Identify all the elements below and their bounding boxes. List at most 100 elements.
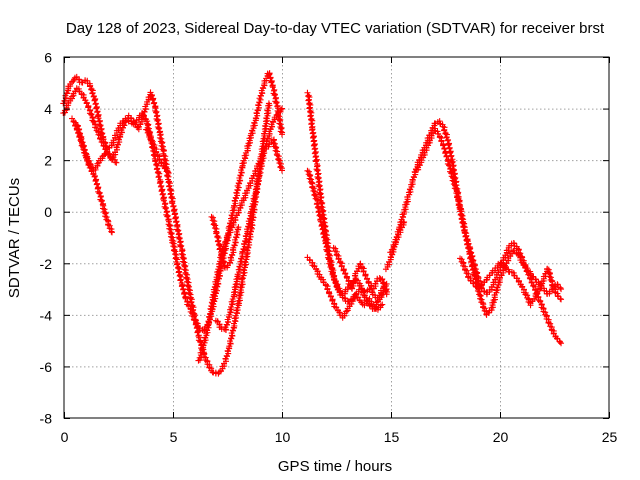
data-point [158, 142, 165, 149]
data-point [172, 215, 179, 222]
data-point [181, 266, 188, 273]
data-point [170, 208, 177, 215]
data-point [316, 183, 323, 190]
series-12 [330, 244, 390, 298]
data-point [174, 228, 181, 235]
data-point [160, 197, 167, 204]
data-point [194, 329, 201, 336]
data-point [108, 228, 115, 235]
data-point [315, 209, 322, 216]
data-point [177, 277, 184, 284]
data-point [236, 289, 243, 296]
data-point [277, 106, 284, 113]
data-point [242, 254, 249, 261]
data-point [154, 169, 161, 176]
data-point [158, 188, 165, 195]
data-point [235, 297, 242, 304]
data-point [459, 219, 466, 226]
data-point [273, 100, 280, 107]
data-point [557, 295, 564, 302]
data-point [279, 105, 285, 112]
data-point [170, 243, 177, 250]
data-point [176, 235, 183, 242]
data-point [173, 261, 180, 268]
data-point [215, 242, 222, 249]
points-layer [60, 70, 565, 377]
data-point [558, 296, 565, 303]
data-point [304, 89, 311, 96]
data-point [460, 224, 467, 231]
data-point [184, 282, 191, 289]
data-point [444, 137, 451, 144]
x-tick-label: 25 [602, 429, 618, 445]
data-point [377, 302, 384, 309]
ticks-layer [64, 57, 610, 419]
data-point [156, 134, 163, 141]
data-point [316, 212, 323, 219]
data-point [265, 100, 272, 107]
data-point [279, 131, 285, 138]
data-point [313, 201, 320, 208]
data-point [446, 145, 453, 152]
x-tick-label: 10 [275, 429, 291, 445]
data-point [458, 216, 465, 223]
y-tick-label: -4 [40, 307, 53, 323]
data-point [155, 174, 162, 181]
data-point [310, 142, 317, 149]
data-point [400, 219, 407, 226]
data-point [317, 191, 324, 198]
data-point [157, 183, 164, 190]
data-point [235, 224, 242, 231]
series-14 [413, 125, 565, 298]
data-point [216, 246, 223, 253]
series-8 [212, 105, 285, 333]
series-16 [387, 219, 408, 256]
y-tick-label: 2 [44, 153, 52, 169]
data-point [558, 286, 565, 293]
data-point [321, 234, 328, 241]
data-point [454, 194, 461, 201]
data-point [153, 166, 160, 173]
data-point [95, 115, 102, 122]
data-point [98, 131, 105, 138]
data-point [317, 218, 324, 225]
data-point [183, 275, 190, 282]
data-point [271, 92, 278, 99]
data-point [177, 243, 184, 250]
data-point [178, 250, 185, 257]
data-point [93, 105, 100, 112]
data-point [152, 158, 159, 165]
data-point [311, 150, 318, 157]
data-point [171, 251, 178, 258]
data-point [180, 258, 187, 265]
data-point [173, 219, 180, 226]
data-point [94, 109, 101, 116]
data-point [312, 158, 319, 165]
data-point [169, 200, 176, 207]
data-point [92, 101, 99, 108]
data-point [159, 191, 166, 198]
data-point [322, 240, 329, 247]
series-15 [457, 255, 565, 309]
series-4 [69, 115, 120, 174]
data-point [175, 269, 182, 276]
data-point [164, 213, 171, 220]
data-point [167, 191, 174, 198]
y-tick-label: -2 [40, 256, 53, 272]
data-point [162, 205, 169, 212]
chart-title: Day 128 of 2023, Sidereal Day-to-day VTE… [66, 20, 605, 37]
data-point [91, 97, 98, 104]
x-tick-label: 0 [61, 429, 69, 445]
data-point [318, 223, 325, 230]
data-point [97, 123, 104, 130]
data-point [309, 127, 316, 134]
y-tick-label: 6 [44, 50, 52, 66]
data-point [234, 300, 241, 307]
series-7 [208, 213, 242, 271]
data-point [108, 229, 115, 236]
data-point [155, 125, 162, 132]
data-point [320, 231, 327, 238]
data-point [277, 128, 284, 135]
